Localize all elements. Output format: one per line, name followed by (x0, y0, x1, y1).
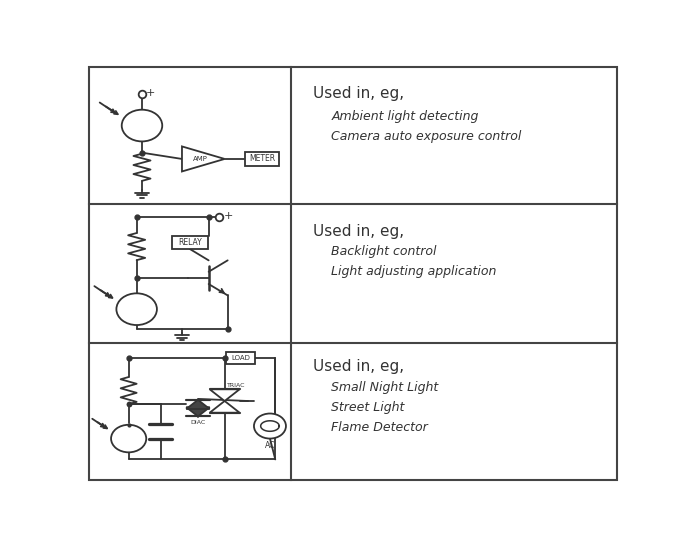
Bar (172, 236, 208, 249)
Text: +: + (224, 211, 233, 221)
Circle shape (122, 109, 162, 141)
Polygon shape (210, 401, 239, 412)
Text: Used in, eg,: Used in, eg, (312, 224, 404, 238)
Text: Backlight control: Backlight control (332, 246, 437, 259)
Text: LOAD: LOAD (231, 355, 250, 361)
Circle shape (254, 414, 286, 438)
Text: AMP: AMP (193, 156, 208, 162)
Polygon shape (186, 400, 210, 409)
Text: Light adjusting application: Light adjusting application (332, 266, 497, 279)
Polygon shape (210, 389, 239, 401)
Text: Used in, eg,: Used in, eg, (312, 359, 404, 375)
Text: Camera auto exposure control: Camera auto exposure control (332, 130, 522, 143)
Polygon shape (182, 146, 224, 171)
Text: Flame Detector: Flame Detector (332, 421, 428, 434)
Text: +: + (147, 88, 155, 98)
Polygon shape (186, 407, 210, 416)
Text: Ambient light detecting: Ambient light detecting (332, 109, 479, 122)
Text: Small Night Light: Small Night Light (332, 381, 438, 394)
Circle shape (111, 425, 147, 453)
Text: METER: METER (249, 154, 275, 164)
Text: AC: AC (265, 441, 275, 450)
Bar (226, 352, 255, 364)
Text: RELAY: RELAY (178, 238, 202, 247)
Bar (245, 152, 279, 166)
Text: TRIAC: TRIAC (227, 383, 246, 388)
Text: Used in, eg,: Used in, eg, (312, 86, 404, 101)
Circle shape (116, 293, 157, 325)
Text: DIAC: DIAC (191, 420, 206, 425)
Text: Street Light: Street Light (332, 401, 405, 414)
